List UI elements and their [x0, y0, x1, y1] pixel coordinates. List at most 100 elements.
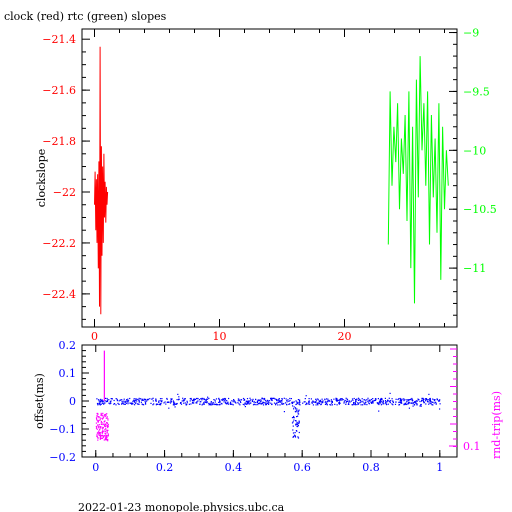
- offset-point: [201, 404, 203, 406]
- offset-point: [270, 398, 272, 400]
- offset-point: [189, 398, 191, 400]
- offset-point: [380, 401, 382, 403]
- offset-point: [304, 401, 306, 403]
- offset-point: [169, 402, 172, 404]
- offset-point: [253, 400, 255, 403]
- offset-point: [165, 403, 167, 405]
- offset-point: [109, 401, 111, 403]
- rnd-trip-point: [102, 427, 104, 429]
- offset-point: [296, 416, 298, 418]
- rnd-trip-point: [101, 431, 103, 433]
- offset-point: [124, 400, 126, 403]
- offset-point: [366, 399, 368, 401]
- offset-point: [317, 404, 319, 406]
- offset-point: [292, 402, 294, 404]
- offset-point: [397, 398, 399, 401]
- offset-point: [199, 403, 201, 405]
- rnd-trip-point: [106, 431, 108, 433]
- offset-point: [399, 397, 401, 400]
- rnd-trip-point: [104, 420, 106, 422]
- offset-point: [231, 403, 233, 405]
- offset-point: [256, 402, 258, 404]
- offset-point: [288, 403, 290, 405]
- offset-point: [331, 404, 333, 406]
- offset-point: [392, 401, 394, 404]
- offset-point: [106, 397, 108, 400]
- rnd-trip-point: [103, 430, 105, 432]
- offset-point: [359, 399, 361, 401]
- offset-point: [126, 399, 128, 401]
- offset-point: [270, 397, 272, 399]
- rnd-trip-point: [98, 425, 100, 428]
- offset-point: [146, 399, 148, 401]
- offset-point: [245, 403, 247, 405]
- offset-point: [326, 398, 328, 400]
- offset-point: [330, 404, 332, 406]
- offset-point: [132, 402, 134, 404]
- offset-point: [174, 406, 176, 408]
- offset-point: [363, 403, 365, 405]
- offset-point: [197, 400, 199, 402]
- offset-point: [224, 399, 226, 402]
- offset-point: [270, 399, 272, 401]
- offset-point: [270, 397, 272, 399]
- offset-point: [354, 402, 356, 404]
- rnd-trip-point: [100, 435, 102, 437]
- offset-point: [357, 402, 359, 404]
- offset-point: [281, 398, 283, 400]
- offset-point: [413, 402, 415, 404]
- offset-point: [133, 398, 135, 400]
- offset-point: [265, 403, 267, 405]
- offset-point: [227, 401, 229, 403]
- offset-point: [429, 400, 431, 402]
- offset-point: [271, 403, 273, 405]
- offset-point: [131, 403, 133, 405]
- rnd-trip-point: [99, 427, 101, 429]
- top-axis-ticks: 0 10 20 −21.4 −21.6 −21.8 −22 −22.2 −22.4 −9 −9.5 −…: [42, 27, 496, 343]
- offset-point: [421, 400, 423, 402]
- series-rtc: [387, 56, 449, 304]
- offset-point: [379, 400, 381, 402]
- offset-point: [213, 399, 215, 401]
- offset-point: [426, 400, 429, 402]
- offset-point: [121, 399, 123, 401]
- offset-point: [224, 399, 226, 401]
- offset-point: [129, 402, 131, 404]
- offset-point: [262, 404, 265, 406]
- offset-point: [342, 399, 344, 401]
- offset-point: [256, 400, 258, 402]
- offset-point: [172, 404, 174, 406]
- bottom-axis-ticks: 0 0.2 0.4 0.6 0.8 1 0.2 0.1 0 −0.1 −0.2 0.1: [49, 339, 480, 474]
- offset-point: [330, 402, 333, 404]
- offset-point: [214, 403, 216, 406]
- offset-point: [411, 398, 413, 400]
- offset-point: [222, 399, 224, 402]
- offset-point: [127, 403, 129, 405]
- offset-point: [314, 401, 317, 403]
- offset-point: [412, 405, 414, 407]
- offset-point: [387, 403, 389, 405]
- offset-point: [310, 398, 312, 400]
- offset-point: [412, 399, 414, 401]
- offset-point: [421, 399, 423, 401]
- offset-point: [416, 403, 418, 405]
- offset-point: [389, 392, 391, 394]
- offset-point: [100, 401, 102, 403]
- offset-point: [299, 399, 301, 401]
- offset-point: [173, 401, 175, 403]
- top-y2tick-label: −9: [463, 27, 479, 40]
- top-series-group: [94, 46, 449, 315]
- rnd-trip-point: [96, 432, 98, 434]
- offset-point: [388, 397, 390, 399]
- offset-point: [432, 398, 434, 400]
- offset-point: [433, 400, 436, 402]
- offset-point: [239, 400, 241, 403]
- offset-point: [230, 403, 232, 405]
- offset-point: [286, 401, 288, 403]
- offset-point: [404, 402, 406, 404]
- offset-point: [129, 397, 131, 400]
- offset-point: [412, 403, 414, 405]
- offset-point: [263, 401, 265, 404]
- offset-point: [410, 402, 412, 404]
- rnd-trip-point: [96, 426, 98, 428]
